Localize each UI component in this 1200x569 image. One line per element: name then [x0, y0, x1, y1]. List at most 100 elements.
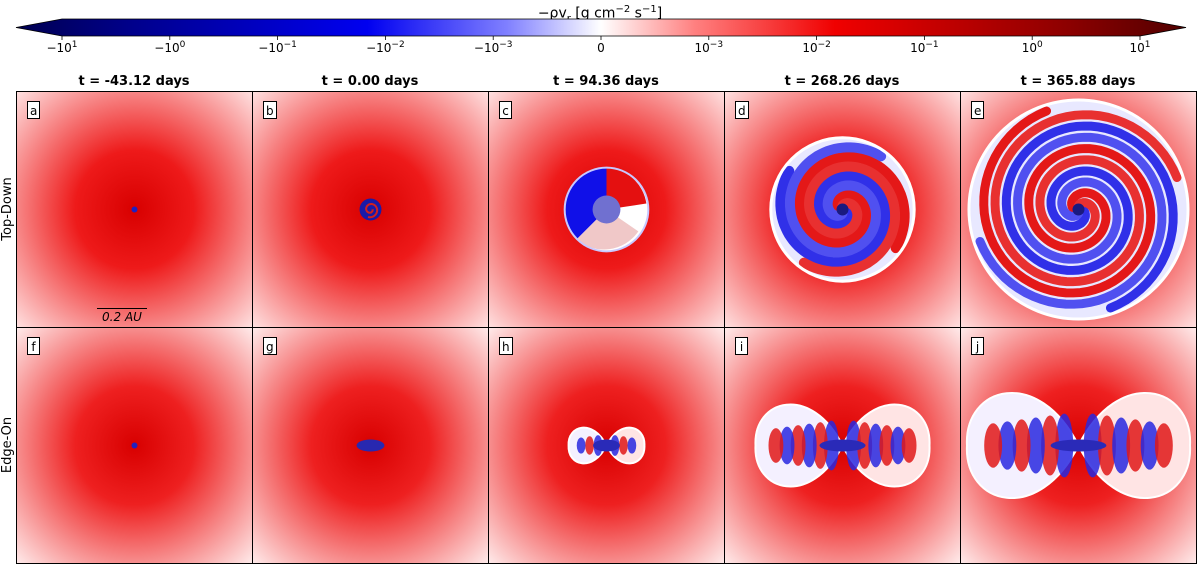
simulation-map — [961, 92, 1196, 327]
row-label: Edge-On view — [0, 416, 31, 474]
spiral-arm — [975, 132, 1167, 309]
equatorial-core — [819, 439, 866, 452]
shell-band — [585, 436, 594, 455]
panel-e: e — [960, 91, 1197, 328]
simulation-map — [489, 328, 724, 563]
panel-letter: a — [27, 101, 41, 119]
colorbar-tick-label: 100 — [1022, 40, 1043, 55]
panel-letter: g — [263, 337, 277, 355]
core-marker — [836, 203, 849, 216]
colorbar-tick-label: 10−1 — [910, 40, 939, 55]
shell-band — [1012, 419, 1031, 472]
panel-letter: i — [735, 337, 748, 355]
panel-j: j — [960, 327, 1197, 564]
colorbar-gradient — [15, 18, 1187, 37]
simulation-map — [17, 328, 252, 563]
column-title: t = -43.12 days — [78, 74, 190, 89]
column-title: t = 365.88 days — [1020, 74, 1136, 89]
colorbar-tick-label: −100 — [154, 40, 185, 55]
panel-letter: c — [499, 101, 512, 119]
simulation-map — [961, 328, 1196, 563]
spiral-arm — [1001, 121, 1178, 313]
colorbar-tick-label: 10−2 — [802, 40, 831, 55]
shell-band — [1112, 417, 1131, 474]
shell-band — [779, 426, 795, 465]
colorbar-title: −ρvr [g cm−2 s−1] — [537, 4, 663, 24]
shell-edge — [967, 98, 1190, 321]
colorbar: −101 −100 −10−1 −10−2 −10−3 0 10−3 10−2 10−1 100 1… — [15, 18, 1187, 55]
panel-letter: f — [27, 337, 40, 355]
shell-band — [1026, 417, 1045, 474]
shell-band — [1041, 415, 1060, 476]
shell-band — [890, 426, 906, 465]
panel-letter: b — [263, 101, 277, 119]
spiral-arm — [365, 203, 379, 219]
spiral-arm — [784, 142, 887, 258]
panel-i: i — [724, 327, 961, 564]
spiral-arm — [798, 161, 901, 277]
inner-core — [592, 195, 621, 224]
colorbar-tick-label: 0 — [597, 41, 605, 55]
simulation-map — [489, 92, 724, 327]
spiral-arm — [775, 165, 891, 268]
colorbar-tick-label: 101 — [1129, 40, 1150, 55]
column-title: t = 0.00 days — [321, 74, 419, 89]
inner-shell — [356, 439, 385, 452]
shell-band — [998, 421, 1017, 470]
shell-edge — [563, 166, 650, 253]
shell-region — [576, 209, 639, 250]
shell-band — [801, 423, 817, 468]
colorbar-tick-label: −10−2 — [366, 40, 405, 55]
panel-letter: h — [499, 337, 513, 355]
colorbar-ticks: −101 −100 −10−1 −10−2 −10−3 0 10−3 10−2 10−1 100 1… — [46, 36, 1151, 55]
column-title: t = 94.36 days — [553, 74, 659, 89]
simulation-map — [253, 328, 488, 563]
colorbar-tick-label: −10−3 — [474, 40, 513, 55]
panel-h: h — [488, 327, 725, 564]
core-marker — [131, 206, 138, 213]
simulation-map — [725, 328, 960, 563]
panel-g: g — [252, 327, 489, 564]
panel-b: b — [252, 91, 489, 328]
scale-bar-line — [97, 308, 147, 309]
panel-letter: e — [971, 101, 985, 119]
shell-band — [868, 423, 884, 468]
column-title: t = 268.26 days — [784, 74, 900, 89]
shell-band — [627, 437, 637, 454]
spiral-arm — [794, 151, 910, 254]
colorbar-tick-label: −101 — [46, 40, 77, 55]
equatorial-core — [1050, 439, 1107, 452]
panel-a: a 0.2 AU — [16, 91, 253, 328]
shell-band — [1154, 423, 1173, 468]
shell-band — [879, 425, 895, 466]
spiral-arm — [979, 106, 1156, 298]
simulation-map — [17, 92, 252, 327]
simulation-map — [253, 92, 488, 327]
colorbar-tick-label: −10−1 — [258, 40, 297, 55]
inflow-region — [564, 167, 607, 240]
core-marker — [1072, 203, 1085, 216]
colorbar-tick-label: 10−3 — [695, 40, 724, 55]
scale-bar: 0.2 AU — [92, 308, 152, 324]
equatorial-core — [593, 439, 620, 452]
shell-band — [984, 423, 1003, 468]
scale-bar-label: 0.2 AU — [102, 310, 142, 324]
shell-band — [901, 428, 917, 463]
row-label: Top-Down view — [0, 177, 31, 241]
shell-band — [790, 425, 806, 466]
shell-band — [1126, 419, 1145, 472]
shell-band — [619, 436, 628, 455]
panel-letter: j — [971, 337, 984, 355]
panel-d: d — [724, 91, 961, 328]
panel-c: c — [488, 91, 725, 328]
core-marker — [131, 442, 138, 449]
shell-band — [1097, 415, 1116, 476]
panel-f: f — [16, 327, 253, 564]
simulation-map — [725, 92, 960, 327]
spiral-arm — [990, 110, 1182, 287]
outflow-region — [606, 167, 647, 210]
shell-edge — [769, 136, 916, 283]
shell-band — [576, 437, 586, 454]
panel-letter: d — [735, 101, 749, 119]
shell-band — [768, 428, 784, 463]
